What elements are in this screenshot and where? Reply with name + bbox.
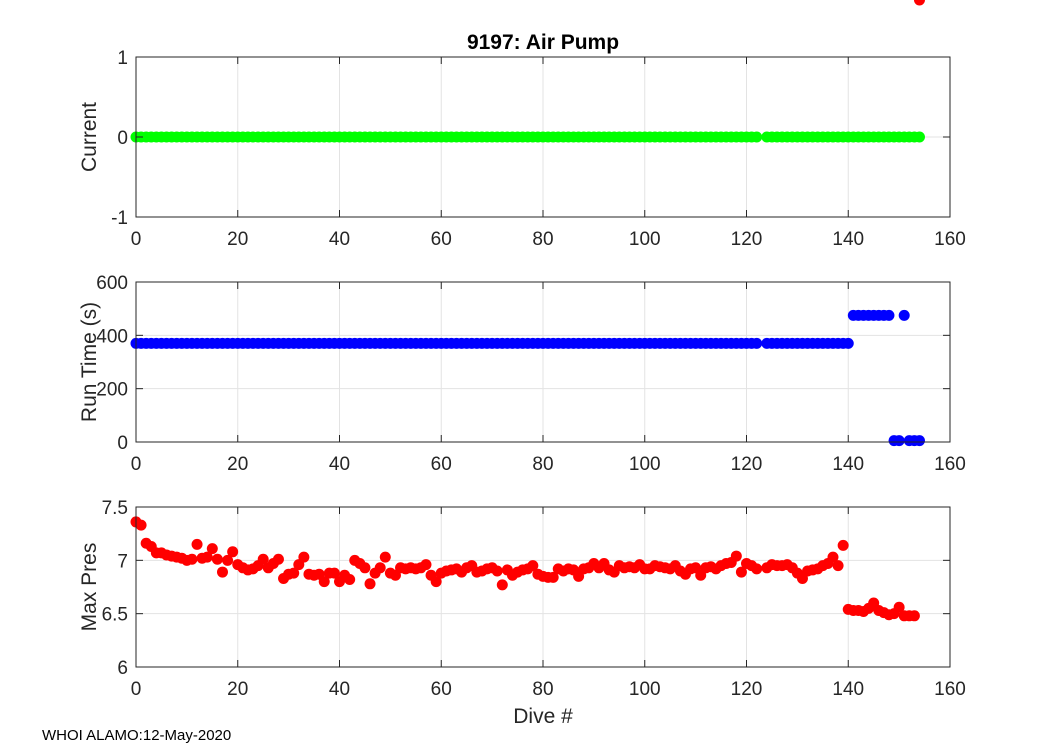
data-point bbox=[211, 553, 223, 565]
x-tick-label: 40 bbox=[329, 679, 350, 700]
data-point bbox=[751, 337, 763, 349]
x-tick-label: 0 bbox=[131, 229, 142, 250]
x-tick-label: 140 bbox=[832, 679, 864, 700]
y-tick-label: 6 bbox=[117, 658, 128, 679]
y-axis-label: Current bbox=[78, 102, 101, 172]
run-time-panel: 0 20 40 60 80 100 120 140 160 0 200 400 600 Run Time … bbox=[78, 273, 966, 475]
y-tick-label: 0 bbox=[117, 128, 128, 149]
x-axis-label: Dive # bbox=[513, 705, 573, 728]
x-tick-label: 100 bbox=[629, 454, 661, 475]
data-point bbox=[893, 601, 905, 613]
data-point bbox=[191, 538, 203, 550]
x-tick-label: 80 bbox=[532, 679, 553, 700]
x-tick-label: 120 bbox=[731, 454, 763, 475]
x-tick-label: 120 bbox=[731, 229, 763, 250]
data-point bbox=[135, 519, 147, 531]
data-point bbox=[751, 563, 763, 575]
x-tick-label: 160 bbox=[934, 679, 966, 700]
y-tick-label: 6.5 bbox=[102, 605, 128, 626]
y-tick-label: 1 bbox=[117, 48, 128, 69]
y-tick-label: 400 bbox=[96, 326, 128, 347]
data-point bbox=[547, 571, 559, 583]
x-tick-label: 160 bbox=[934, 454, 966, 475]
data-point bbox=[735, 566, 747, 578]
data-point bbox=[527, 560, 539, 572]
data-point bbox=[898, 309, 910, 321]
data-point bbox=[491, 565, 503, 577]
x-tick-label: 100 bbox=[629, 679, 661, 700]
x-tick-label: 80 bbox=[532, 454, 553, 475]
y-axis-label: Run Time (s) bbox=[78, 302, 101, 422]
y-tick-label: 600 bbox=[96, 273, 128, 294]
data-point bbox=[272, 553, 284, 565]
data-point bbox=[359, 562, 371, 574]
data-point bbox=[288, 567, 300, 579]
data-point bbox=[496, 579, 508, 591]
data-point bbox=[374, 562, 386, 574]
data-point bbox=[430, 576, 442, 588]
data-point bbox=[842, 337, 854, 349]
data-point bbox=[298, 551, 310, 563]
data-point bbox=[730, 550, 742, 562]
data-point bbox=[379, 551, 391, 563]
y-tick-label: -1 bbox=[111, 208, 128, 229]
x-tick-label: 0 bbox=[131, 679, 142, 700]
footer-stamp: WHOI ALAMO:12-May-2020 bbox=[42, 727, 232, 744]
data-point bbox=[328, 567, 340, 579]
data-point bbox=[751, 131, 763, 143]
x-tick-label: 40 bbox=[329, 229, 350, 250]
data-point bbox=[827, 551, 839, 563]
data-point bbox=[832, 560, 844, 572]
data-point bbox=[913, 0, 925, 6]
x-tick-label: 0 bbox=[131, 454, 142, 475]
data-point bbox=[837, 539, 849, 551]
x-tick-label: 80 bbox=[532, 229, 553, 250]
data-point bbox=[318, 576, 330, 588]
data-point bbox=[257, 553, 269, 565]
x-tick-label: 120 bbox=[731, 679, 763, 700]
x-tick-label: 140 bbox=[832, 454, 864, 475]
x-tick-label: 20 bbox=[227, 679, 248, 700]
data-point bbox=[206, 543, 218, 555]
x-tick-label: 160 bbox=[934, 229, 966, 250]
y-tick-label: 7.5 bbox=[102, 498, 128, 519]
chart-title: 9197: Air Pump bbox=[467, 31, 619, 54]
y-axis-label: Max Pres bbox=[78, 543, 101, 632]
data-point bbox=[908, 610, 920, 622]
x-tick-label: 40 bbox=[329, 454, 350, 475]
x-tick-label: 60 bbox=[431, 454, 452, 475]
x-tick-label: 100 bbox=[629, 229, 661, 250]
data-point bbox=[913, 131, 925, 143]
y-tick-label: 7 bbox=[117, 551, 128, 572]
data-point bbox=[216, 566, 228, 578]
data-point bbox=[222, 554, 234, 566]
data-point bbox=[420, 559, 432, 571]
x-tick-label: 20 bbox=[227, 454, 248, 475]
y-tick-label: 0 bbox=[117, 433, 128, 454]
y-tick-label: 200 bbox=[96, 380, 128, 401]
x-tick-label: 140 bbox=[832, 229, 864, 250]
data-point bbox=[186, 553, 198, 565]
data-point bbox=[883, 309, 895, 321]
data-point bbox=[364, 578, 376, 590]
data-point bbox=[913, 435, 925, 447]
data-point bbox=[201, 551, 213, 563]
data-point bbox=[893, 435, 905, 447]
x-tick-label: 60 bbox=[431, 229, 452, 250]
x-tick-label: 20 bbox=[227, 229, 248, 250]
x-tick-label: 60 bbox=[431, 679, 452, 700]
data-point bbox=[344, 574, 356, 586]
data-point bbox=[227, 546, 239, 558]
